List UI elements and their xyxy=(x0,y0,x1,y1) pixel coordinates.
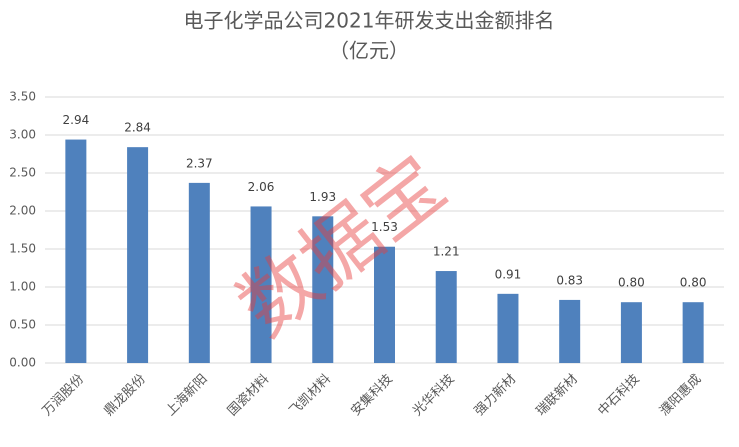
x-tick-label: 国瓷材料 xyxy=(225,372,272,419)
bar xyxy=(435,271,457,363)
x-tick-label: 瑞联新材 xyxy=(533,371,581,419)
x-tick-label: 鼎龙股份 xyxy=(102,372,149,419)
bar xyxy=(682,302,704,363)
data-label: 2.94 xyxy=(63,113,90,127)
bar xyxy=(250,206,272,363)
bar xyxy=(620,302,642,363)
x-tick-label: 上海新阳 xyxy=(163,371,211,419)
x-tick-label: 中石科技 xyxy=(595,372,642,419)
data-label: 0.91 xyxy=(495,267,522,281)
data-label: 1.21 xyxy=(433,245,460,259)
data-label: 1.53 xyxy=(371,220,398,234)
bar xyxy=(497,293,519,363)
x-tick-label: 濮阳惠成 xyxy=(657,372,704,419)
chart-title: 电子化学品公司2021年研发支出金额排名 xyxy=(184,9,555,33)
data-label: 1.93 xyxy=(309,190,336,204)
y-tick-label: 0.00 xyxy=(9,356,36,370)
bar xyxy=(127,147,149,363)
y-tick-label: 3.50 xyxy=(9,90,36,104)
bar xyxy=(559,299,581,363)
bar xyxy=(188,182,210,363)
data-label: 2.06 xyxy=(248,180,275,194)
chart-subtitle: （亿元） xyxy=(329,39,409,63)
y-tick-label: 1.50 xyxy=(9,242,36,256)
data-label: 0.80 xyxy=(680,276,707,290)
bar xyxy=(312,216,334,363)
y-tick-label: 0.50 xyxy=(9,318,36,332)
y-tick-label: 2.50 xyxy=(9,166,36,180)
data-label: 0.80 xyxy=(618,276,645,290)
data-label: 0.83 xyxy=(556,273,583,287)
bar xyxy=(374,246,395,363)
y-tick-label: 3.00 xyxy=(9,128,36,142)
bar xyxy=(65,139,87,363)
data-label: 2.37 xyxy=(186,156,213,170)
x-tick-label: 飞凯材料 xyxy=(287,372,334,419)
x-tick-label: 万润股份 xyxy=(40,372,87,419)
x-tick-label: 强力新材 xyxy=(471,371,519,419)
data-label: 2.84 xyxy=(124,121,151,135)
y-tick-label: 1.00 xyxy=(9,280,36,294)
x-tick-label: 光华科技 xyxy=(410,372,457,419)
y-tick-label: 2.00 xyxy=(9,204,36,218)
x-tick-label: 安集科技 xyxy=(348,371,396,419)
